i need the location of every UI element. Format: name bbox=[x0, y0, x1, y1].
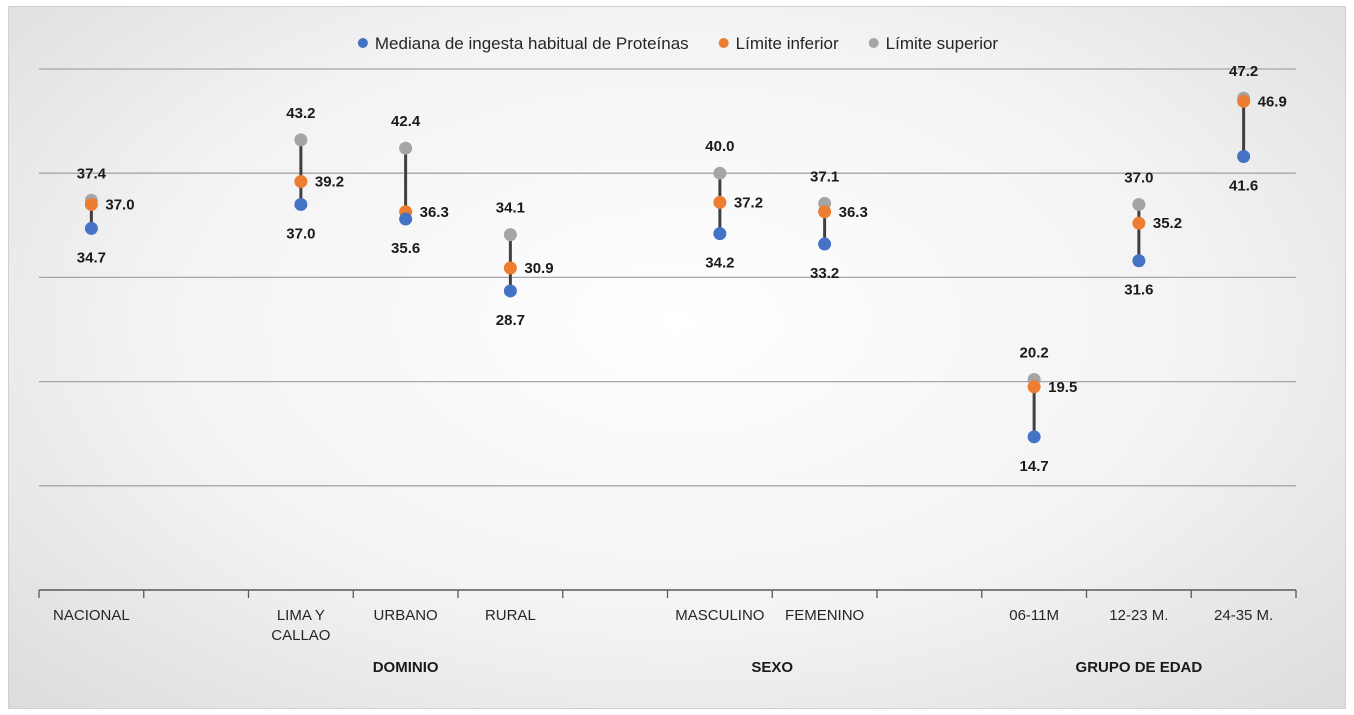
point-upper bbox=[399, 141, 413, 155]
label-upper: 42.4 bbox=[391, 113, 421, 130]
label-median: 35.6 bbox=[391, 240, 420, 257]
group-label: GRUPO DE EDAD bbox=[1076, 659, 1203, 676]
gridlines bbox=[39, 68, 1296, 487]
point-median bbox=[818, 237, 832, 251]
group-labels: DOMINIO SEXO GRUPO DE EDAD bbox=[373, 659, 1203, 676]
legend-marker bbox=[868, 38, 879, 48]
label-median: 34.2 bbox=[705, 255, 734, 272]
x-tick-label: MASCULINO bbox=[675, 607, 764, 624]
label-upper: 43.2 bbox=[286, 105, 315, 122]
x-tick-label: 12-23 M. bbox=[1109, 607, 1168, 624]
point-lower bbox=[294, 175, 308, 189]
point-median bbox=[713, 227, 727, 241]
point-median bbox=[503, 284, 517, 298]
label-median: 34.7 bbox=[77, 249, 106, 266]
x-tick-label: CALLAO bbox=[271, 627, 330, 644]
label-lower: 46.9 bbox=[1258, 93, 1287, 110]
point-median bbox=[1027, 430, 1041, 444]
label-lower: 19.5 bbox=[1048, 379, 1077, 396]
legend: Mediana de ingesta habitual de Proteínas… bbox=[357, 34, 999, 53]
legend-entry-label: Límite inferior bbox=[736, 34, 839, 53]
point-lower bbox=[503, 261, 517, 275]
label-median: 14.7 bbox=[1020, 458, 1049, 475]
label-upper: 34.1 bbox=[496, 200, 525, 217]
label-lower: 36.3 bbox=[839, 204, 868, 221]
point-median bbox=[1132, 254, 1146, 268]
point-upper bbox=[713, 166, 727, 180]
label-upper: 20.2 bbox=[1020, 345, 1049, 362]
x-tick-label: FEMENINO bbox=[785, 607, 864, 624]
x-axis bbox=[38, 589, 1297, 598]
point-upper bbox=[503, 228, 517, 242]
x-tick-label: LIMA Y bbox=[277, 607, 325, 624]
point-median bbox=[294, 197, 308, 211]
legend-marker bbox=[357, 38, 368, 48]
x-tick-label: NACIONAL bbox=[53, 607, 130, 624]
label-upper: 40.0 bbox=[705, 138, 734, 155]
x-tick-label: 24-35 M. bbox=[1214, 607, 1273, 624]
legend-marker bbox=[718, 38, 729, 48]
label-lower: 30.9 bbox=[524, 260, 553, 277]
label-lower: 37.2 bbox=[734, 194, 763, 211]
label-median: 28.7 bbox=[496, 312, 525, 329]
label-upper: 37.4 bbox=[77, 165, 107, 182]
dot-range-chart: 37.4 37.0 34.7 43.2 39.2 37.0 42.4 36.3 35.6 34.1… bbox=[38, 34, 1297, 676]
point-median bbox=[84, 221, 98, 235]
x-tick-label: RURAL bbox=[485, 607, 536, 624]
point-lower bbox=[1237, 94, 1251, 108]
legend-entry-label: Mediana de ingesta habitual de Proteínas bbox=[375, 34, 689, 53]
label-lower: 37.0 bbox=[105, 196, 134, 213]
label-lower: 35.2 bbox=[1153, 215, 1182, 232]
x-tick-label: URBANO bbox=[374, 607, 438, 624]
point-lower bbox=[84, 197, 98, 211]
label-median: 33.2 bbox=[810, 265, 839, 282]
point-lower bbox=[713, 195, 727, 209]
point-median bbox=[399, 212, 413, 226]
label-upper: 37.1 bbox=[810, 168, 839, 185]
value-labels: 37.4 37.0 34.7 43.2 39.2 37.0 42.4 36.3 35.6 34.1… bbox=[77, 63, 1287, 475]
label-median: 41.6 bbox=[1229, 178, 1258, 195]
point-median bbox=[1237, 150, 1251, 164]
group-label: DOMINIO bbox=[373, 659, 439, 676]
point-upper bbox=[1132, 197, 1146, 211]
point-upper bbox=[294, 133, 308, 147]
group-label: SEXO bbox=[751, 659, 793, 676]
data-points bbox=[84, 91, 1251, 444]
legend-entry-label: Límite superior bbox=[886, 34, 999, 53]
chart-area: 37.4 37.0 34.7 43.2 39.2 37.0 42.4 36.3 35.6 34.1… bbox=[8, 6, 1346, 709]
label-lower: 39.2 bbox=[315, 174, 344, 191]
label-upper: 37.0 bbox=[1124, 169, 1153, 186]
tick-labels: NACIONAL LIMA Y CALLAO URBANO RURAL MASCULINO… bbox=[53, 607, 1273, 644]
x-tick-label: 06-11M bbox=[1009, 607, 1059, 624]
point-lower bbox=[818, 205, 832, 219]
label-lower: 36.3 bbox=[420, 204, 449, 221]
label-median: 37.0 bbox=[286, 225, 315, 242]
label-upper: 47.2 bbox=[1229, 63, 1258, 80]
label-median: 31.6 bbox=[1124, 282, 1153, 299]
point-lower bbox=[1132, 216, 1146, 230]
point-lower bbox=[1027, 380, 1041, 394]
